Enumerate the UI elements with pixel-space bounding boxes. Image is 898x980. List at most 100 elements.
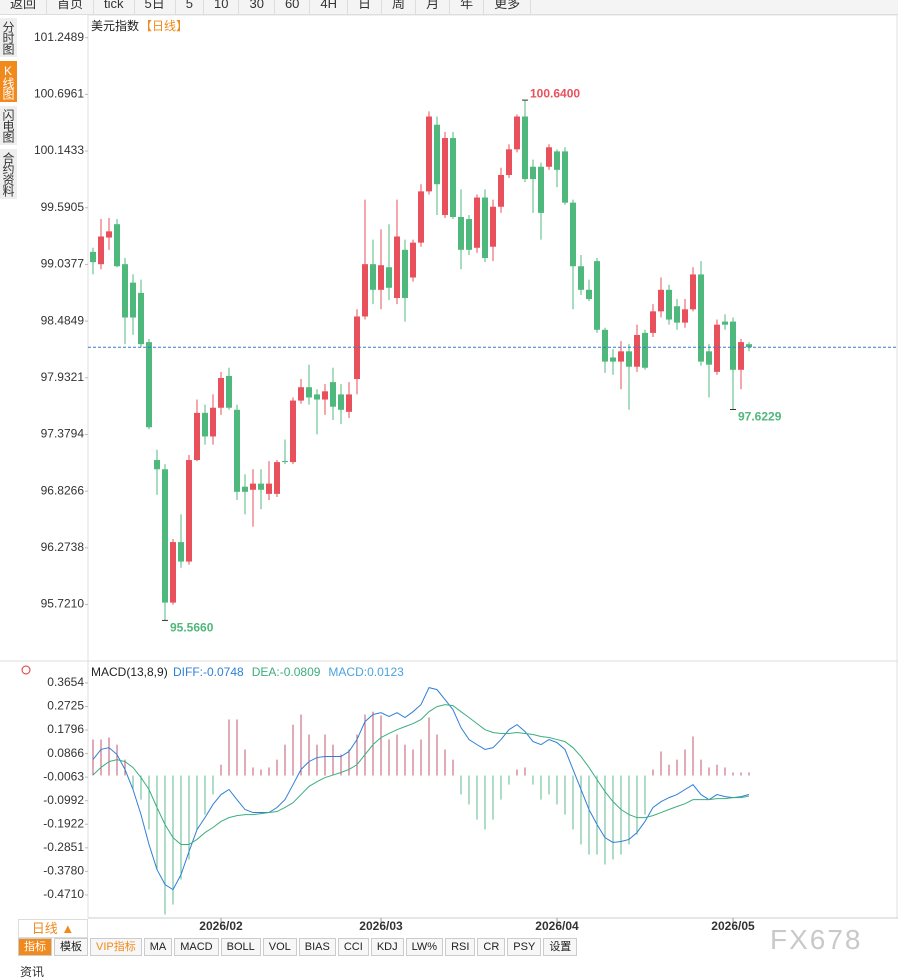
- toolbar-button[interactable]: 月: [416, 0, 451, 14]
- candle-body: [90, 251, 96, 263]
- side-tab[interactable]: 分时图: [0, 18, 17, 57]
- toolbar-button[interactable]: 年: [450, 0, 485, 14]
- indicator-title: MACD(13,8,9): [91, 665, 168, 679]
- x-tick-label: 2026/03: [359, 919, 403, 933]
- candle-body: [354, 316, 360, 380]
- legend-entry: DIFF:-0.0748: [173, 665, 244, 679]
- candle-body: [626, 351, 632, 367]
- candle-body: [706, 351, 712, 365]
- candle-body: [322, 391, 328, 400]
- y-tick-label: 95.7210: [41, 597, 85, 611]
- indicator-tab[interactable]: LW%: [405, 938, 444, 956]
- period-tab[interactable]: 日线 ▲: [18, 919, 88, 938]
- candle-body: [602, 329, 608, 362]
- chart-title: 美元指数: [91, 18, 139, 33]
- y-tick-label: -0.2851: [43, 840, 84, 854]
- candle-body: [714, 324, 720, 372]
- y-tick-label: 100.6961: [34, 87, 84, 101]
- toolbar-button[interactable]: 5日: [135, 0, 176, 14]
- candle-body: [658, 289, 664, 312]
- indicator-tab[interactable]: PSY: [507, 938, 542, 956]
- toolbar-button[interactable]: 更多: [484, 0, 532, 14]
- candle-body: [746, 344, 752, 348]
- y-tick-label: 99.5905: [41, 200, 85, 214]
- candle-body: [330, 382, 336, 407]
- candle-body: [306, 387, 312, 398]
- candle-body: [202, 412, 208, 437]
- indicator-tab[interactable]: BIAS: [298, 938, 336, 956]
- candle-body: [442, 138, 448, 215]
- toolbar-button[interactable]: 10: [204, 0, 240, 14]
- y-tick-label: 101.2489: [34, 30, 84, 44]
- indicator-tab[interactable]: VOL: [262, 938, 297, 956]
- candle-body: [514, 116, 520, 150]
- candle-body: [618, 351, 624, 362]
- indicator-tab[interactable]: CR: [477, 938, 506, 956]
- toolbar-button[interactable]: 60: [275, 0, 311, 14]
- candle-body: [138, 292, 144, 345]
- candle-body: [546, 147, 552, 167]
- candle-body: [642, 332, 648, 368]
- side-tab[interactable]: K线图: [0, 61, 17, 102]
- y-tick-label: 98.4849: [41, 313, 85, 327]
- x-tick-label: 2026/05: [711, 919, 755, 933]
- toolbar-button[interactable]: 周: [382, 0, 417, 14]
- extreme-label: 100.6400: [530, 86, 580, 100]
- candle-body: [410, 242, 416, 278]
- candle-body: [674, 306, 680, 323]
- side-tab[interactable]: 闪电图: [0, 106, 17, 145]
- candle-body: [378, 265, 384, 290]
- watermark: FX678: [770, 924, 863, 955]
- candle-body: [530, 166, 536, 180]
- side-tabs: 分时图 K线图闪电图合约资料: [0, 18, 17, 203]
- toolbar-button[interactable]: 5: [176, 0, 204, 14]
- candle-body: [266, 483, 272, 494]
- candle-body: [242, 486, 248, 492]
- candle-body: [98, 236, 104, 265]
- candle-body: [394, 236, 400, 299]
- indicator-tab[interactable]: 设置: [543, 938, 578, 956]
- y-tick-label: -0.1922: [43, 816, 84, 830]
- side-tab[interactable]: 合约资料: [0, 149, 17, 199]
- candle-body: [586, 289, 592, 300]
- candle-body: [562, 151, 568, 203]
- candle-body: [386, 267, 392, 288]
- indicator-tab[interactable]: 模板: [54, 938, 88, 956]
- indicator-tab[interactable]: RSI: [445, 938, 476, 956]
- indicator-tab[interactable]: CCI: [337, 938, 369, 956]
- indicator-tab[interactable]: MA: [143, 938, 173, 956]
- y-tick-label: 0.1796: [47, 722, 84, 736]
- candle-body: [282, 461, 288, 463]
- indicator-tab[interactable]: KDJ: [370, 938, 404, 956]
- footer[interactable]: 资讯: [20, 965, 45, 979]
- indicator-tab[interactable]: 指标: [18, 938, 52, 956]
- candle-body: [370, 264, 376, 290]
- x-tick-label: 2026/04: [535, 919, 579, 933]
- candle-body: [146, 342, 152, 428]
- toolbar-button[interactable]: 30: [239, 0, 275, 14]
- candle-body: [554, 151, 560, 170]
- indicator-tab[interactable]: BOLL: [220, 938, 261, 956]
- candle-body: [482, 197, 488, 259]
- toolbar-button[interactable]: tick: [94, 0, 135, 14]
- toolbar-button[interactable]: 日: [348, 0, 383, 14]
- candle-body: [274, 462, 280, 494]
- toolbar-button[interactable]: 首页: [47, 0, 95, 14]
- toolbar-button[interactable]: 4H: [310, 0, 349, 14]
- candle-body: [666, 289, 672, 320]
- candle-body: [170, 542, 176, 603]
- indicator-tab[interactable]: MACD: [174, 938, 219, 956]
- candle-body: [682, 309, 688, 323]
- toolbar-button[interactable]: 返回: [0, 0, 48, 14]
- y-tick-label: 99.0377: [41, 257, 85, 271]
- candle-body: [578, 266, 584, 290]
- candle-body: [698, 274, 704, 362]
- y-tick-label: 96.2738: [41, 540, 85, 554]
- candle-body: [346, 394, 352, 412]
- indicator-tab[interactable]: VIP指标: [90, 938, 142, 956]
- candle-body: [402, 249, 408, 299]
- candle-body: [690, 274, 696, 310]
- y-tick-label: 96.8266: [41, 483, 85, 497]
- candle-body: [114, 224, 120, 267]
